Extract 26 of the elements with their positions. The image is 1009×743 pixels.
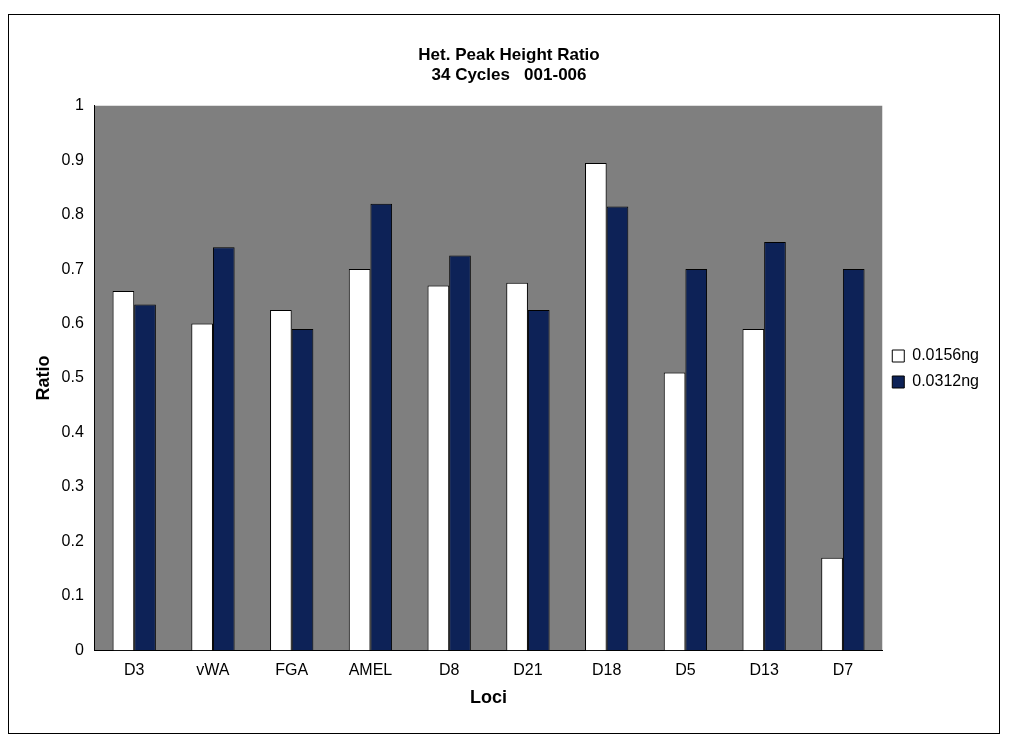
y-tick-label: 0.4 [61, 422, 84, 440]
x-tick-label: D3 [123, 661, 145, 679]
x-axis-title: Loci [470, 687, 508, 708]
y-axis-title: Ratio [32, 355, 53, 401]
legend-label: 0.0312ng [912, 372, 979, 390]
chart-title: Het. Peak Height Ratio 34 Cycles 001-006 [418, 44, 600, 85]
x-tick-label: AMEL [348, 661, 393, 679]
y-tick-label: 0.8 [61, 205, 84, 223]
y-tick-label: 0.3 [61, 477, 84, 495]
y-tick-label: 0.9 [61, 150, 84, 168]
x-tick-label: D8 [438, 661, 460, 679]
x-tick-label: vWA [196, 661, 230, 679]
y-tick-label: 1 [74, 96, 84, 114]
y-tick-label: 0.6 [61, 313, 84, 331]
x-tick-label: D18 [591, 661, 622, 679]
y-tick-label: 0 [74, 640, 84, 658]
x-tick-label: D5 [675, 661, 696, 679]
x-tick-label: FGA [275, 661, 309, 679]
x-tick-label: D13 [749, 661, 779, 679]
y-tick-label: 0.7 [61, 259, 84, 277]
x-tick-label: D7 [832, 661, 854, 679]
y-tick-label: 0.2 [61, 531, 84, 549]
y-tick-label: 0.5 [61, 368, 84, 386]
legend-label: 0.0156ng [912, 346, 979, 364]
x-tick-label: D21 [513, 661, 543, 679]
y-tick-label: 0.1 [61, 586, 84, 604]
